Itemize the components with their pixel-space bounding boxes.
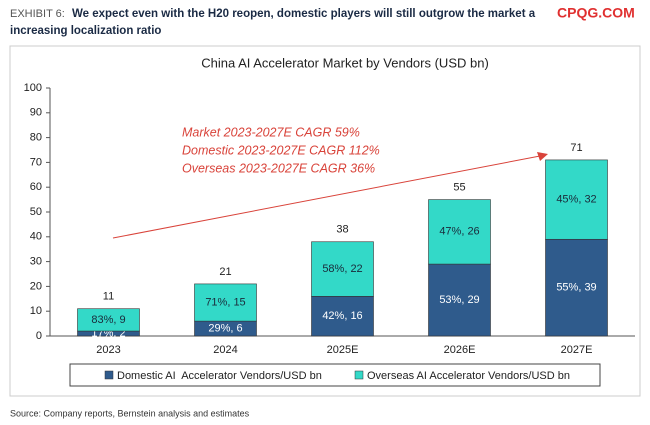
chart-title: China AI Accelerator Market by Vendors (… xyxy=(201,55,489,70)
value-label: 29%, 6 xyxy=(208,322,242,334)
bar-segment xyxy=(77,308,140,332)
source-note: Source: Company reports, Bernstein analy… xyxy=(10,408,250,418)
y-tick-label: 60 xyxy=(30,181,42,193)
bar-segment xyxy=(311,296,374,337)
value-label: 45%, 32 xyxy=(556,194,596,206)
legend-swatch xyxy=(104,370,114,380)
y-tick-label: 10 xyxy=(30,305,42,317)
value-label: 71%, 15 xyxy=(205,296,245,308)
exhibit-label: EXHIBIT 6: xyxy=(10,8,65,20)
x-tick-label: 2026E xyxy=(444,344,476,356)
value-label: 53%, 29 xyxy=(439,294,479,306)
value-label: 42%, 16 xyxy=(322,310,362,322)
x-tick-label: 2025E xyxy=(327,344,359,356)
bar-segment xyxy=(545,159,608,240)
arrow-head xyxy=(537,152,548,161)
annotation: Market 2023-2027E CAGR 59% xyxy=(182,125,360,139)
y-tick-label: 30 xyxy=(30,256,42,268)
x-tick-label: 2024 xyxy=(213,344,237,356)
total-label: 55 xyxy=(453,182,465,194)
total-label: 11 xyxy=(103,291,114,303)
x-tick-label: 2023 xyxy=(96,344,120,356)
y-tick-label: 0 xyxy=(36,330,42,342)
value-label: 83%, 9 xyxy=(91,314,125,326)
total-label: 71 xyxy=(570,142,582,154)
value-label: 55%, 39 xyxy=(556,282,596,294)
bar-segment xyxy=(428,263,491,337)
trend-arrow xyxy=(112,155,541,239)
legend-label: Domestic AI Accelerator Vendors/USD bn xyxy=(117,370,322,382)
y-tick-label: 80 xyxy=(30,132,42,144)
y-tick-label: 20 xyxy=(30,280,42,292)
value-label: 47%, 26 xyxy=(439,226,479,238)
legend-box xyxy=(69,363,601,387)
annotation: Domestic 2023-2027E CAGR 112% xyxy=(182,143,380,157)
watermark: CPQG.COM xyxy=(557,5,635,21)
legend-swatch xyxy=(354,370,364,380)
legend-label: Overseas AI Accelerator Vendors/USD bn xyxy=(367,370,570,382)
y-tick-label: 90 xyxy=(30,107,42,119)
total-label: 38 xyxy=(336,224,348,236)
bar-segment xyxy=(545,238,608,337)
y-tick-label: 40 xyxy=(30,231,42,243)
bar-segment xyxy=(428,199,491,265)
bar-segment xyxy=(311,241,374,297)
bar-segment xyxy=(194,283,257,322)
chart-frame xyxy=(9,45,641,397)
x-tick-label: 2027E xyxy=(561,344,593,356)
value-label: 58%, 22 xyxy=(322,263,362,275)
header-title-line2: increasing localization ratio xyxy=(10,25,161,37)
y-tick-label: 50 xyxy=(30,206,42,218)
y-tick-label: 70 xyxy=(30,156,42,168)
total-label: 21 xyxy=(219,266,231,278)
annotation: Overseas 2023-2027E CAGR 36% xyxy=(182,161,375,175)
y-tick-label: 100 xyxy=(24,82,42,94)
watermark-bg xyxy=(548,2,650,26)
header-title: We expect even with the H20 reopen, dome… xyxy=(72,8,536,20)
